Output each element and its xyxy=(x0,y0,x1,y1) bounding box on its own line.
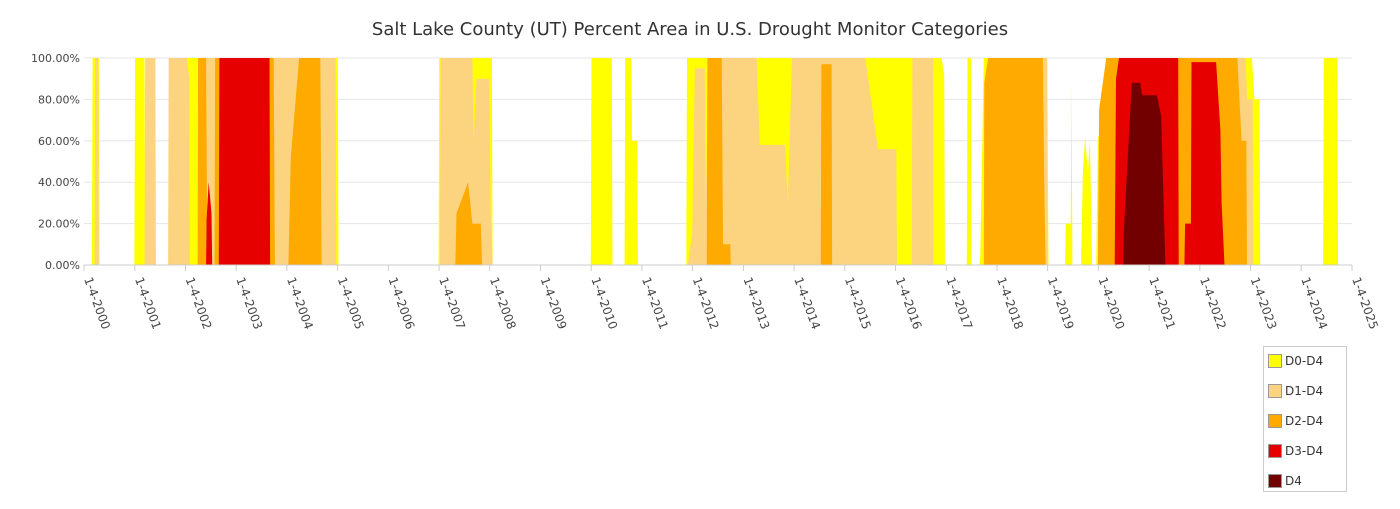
x-tick-label: 1-4-2002 xyxy=(183,275,215,331)
x-tick-label: 1-4-2012 xyxy=(690,275,722,331)
x-tick-label: 1-4-2015 xyxy=(842,275,874,331)
y-tick-label: 100.00% xyxy=(31,52,80,65)
x-tick-label: 1-4-2021 xyxy=(1146,275,1178,331)
x-tick-label: 1-4-2001 xyxy=(132,275,164,331)
x-tick-label: 1-4-2004 xyxy=(284,275,316,331)
x-tick-label: 1-4-2003 xyxy=(233,275,265,331)
x-tick-label: 1-4-2010 xyxy=(588,275,620,331)
legend-label: D0-D4 xyxy=(1285,354,1324,368)
x-tick-label: 1-4-2006 xyxy=(386,275,418,331)
legend-swatch xyxy=(1268,474,1282,488)
x-tick-label: 1-4-2008 xyxy=(487,275,519,331)
legend-swatch xyxy=(1268,354,1282,368)
legend-label: D3-D4 xyxy=(1285,444,1324,458)
y-tick-label: 60.00% xyxy=(38,135,80,148)
x-tick-label: 1-4-2005 xyxy=(335,275,367,331)
legend-item-d2-d4[interactable]: D2-D4 xyxy=(1268,413,1323,429)
legend: D0-D4 D1-D4 D2-D4 D3-D4 D4 xyxy=(1263,346,1347,492)
legend-item-d0-d4[interactable]: D0-D4 xyxy=(1268,353,1323,369)
x-tick-label: 1-4-2023 xyxy=(1248,275,1280,331)
x-tick-label: 1-4-2016 xyxy=(893,275,925,331)
x-tick-label: 1-4-2020 xyxy=(1095,275,1127,331)
x-tick-label: 1-4-2013 xyxy=(741,275,773,331)
legend-label: D4 xyxy=(1285,474,1302,488)
legend-item-d3-d4[interactable]: D3-D4 xyxy=(1268,443,1323,459)
x-tick-label: 1-4-2018 xyxy=(994,275,1026,331)
legend-swatch xyxy=(1268,414,1282,428)
legend-item-d1-d4[interactable]: D1-D4 xyxy=(1268,383,1323,399)
y-tick-label: 80.00% xyxy=(38,93,80,106)
x-tick-label: 1-4-2017 xyxy=(943,275,975,331)
x-tick-label: 1-4-2014 xyxy=(791,275,823,331)
x-tick-label: 1-4-2007 xyxy=(436,275,468,331)
x-tick-label: 1-4-2011 xyxy=(639,275,671,331)
area-series-d2-d4[interactable] xyxy=(84,58,1352,265)
x-tick-label: 1-4-2024 xyxy=(1298,275,1330,331)
legend-label: D2-D4 xyxy=(1285,414,1324,428)
y-tick-label: 20.00% xyxy=(38,218,80,231)
y-tick-label: 40.00% xyxy=(38,176,80,189)
x-tick-label: 1-4-2000 xyxy=(81,275,113,331)
x-tick-label: 1-4-2022 xyxy=(1197,275,1229,331)
x-tick-label: 1-4-2009 xyxy=(538,275,570,331)
y-tick-label: 0.00% xyxy=(45,259,80,272)
area-layer xyxy=(84,58,1352,265)
chart-title: Salt Lake County (UT) Percent Area in U.… xyxy=(371,19,1009,40)
legend-swatch xyxy=(1268,384,1282,398)
legend-item-d4[interactable]: D4 xyxy=(1268,473,1302,489)
x-tick-label: 1-4-2025 xyxy=(1349,275,1381,331)
area-series-d3-d4[interactable] xyxy=(84,58,1352,265)
legend-swatch xyxy=(1268,444,1282,458)
legend-label: D1-D4 xyxy=(1285,384,1324,398)
x-tick-label: 1-4-2019 xyxy=(1045,275,1077,331)
